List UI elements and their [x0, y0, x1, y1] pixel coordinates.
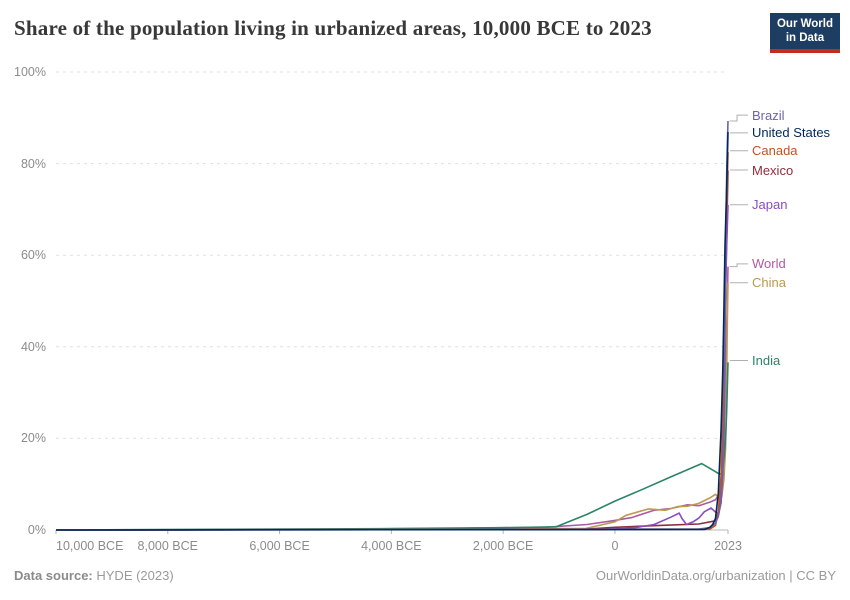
- label-connector-world: [729, 263, 748, 268]
- series-label-china[interactable]: China: [752, 275, 786, 291]
- y-tick-label: 80%: [20, 156, 46, 171]
- series-line-united-states[interactable]: [55, 131, 729, 531]
- series-label-mexico[interactable]: Mexico: [752, 162, 794, 178]
- owid-logo-line1: Our World: [776, 18, 833, 30]
- series-line-world[interactable]: [55, 266, 729, 531]
- series-label-world[interactable]: World: [752, 256, 786, 272]
- series-label-india[interactable]: India: [752, 353, 781, 369]
- chart-title: Share of the population living in urbani…: [14, 16, 652, 40]
- series-line-canada[interactable]: [55, 152, 729, 531]
- y-tick-label: 40%: [20, 339, 46, 354]
- x-tick-label: 6,000 BCE: [249, 539, 310, 553]
- chart-footer: Data source: HYDE (2023) OurWorldinData.…: [14, 568, 836, 583]
- data-source-note: Data source: HYDE (2023): [14, 568, 174, 583]
- data-source-label: Data source:: [14, 568, 93, 583]
- owid-url-license-link[interactable]: OurWorldinData.org/urbanization | CC BY: [595, 568, 836, 583]
- x-tick-label: 0: [611, 539, 619, 553]
- series-line-japan[interactable]: [55, 204, 729, 531]
- x-tick-label: 2023: [714, 539, 742, 553]
- series-line-brazil[interactable]: [55, 120, 729, 531]
- series-line-mexico[interactable]: [55, 170, 729, 531]
- y-tick-label: 60%: [20, 248, 46, 263]
- data-source-value: HYDE (2023): [96, 568, 174, 583]
- y-tick-label: 0%: [27, 523, 46, 537]
- series-line-china[interactable]: [55, 282, 729, 531]
- x-tick-label: 8,000 BCE: [137, 539, 199, 553]
- label-connector-brazil: [729, 114, 748, 122]
- y-tick-label: 100%: [14, 65, 46, 79]
- series-label-japan[interactable]: Japan: [752, 197, 788, 213]
- owid-logo[interactable]: Our World in Data: [769, 13, 840, 54]
- x-tick-label: 4,000 BCE: [361, 539, 422, 553]
- owid-logo-line2: in Data: [785, 31, 825, 44]
- x-tick-label: 2,000 BCE: [472, 539, 534, 553]
- series-label-canada[interactable]: Canada: [752, 143, 798, 159]
- series-label-united-states[interactable]: United States: [752, 125, 831, 141]
- y-tick-label: 20%: [20, 431, 46, 446]
- x-tick-label: 10,000 BCE: [56, 539, 124, 553]
- series-label-brazil[interactable]: Brazil: [752, 107, 785, 123]
- series-line-india[interactable]: [55, 362, 729, 531]
